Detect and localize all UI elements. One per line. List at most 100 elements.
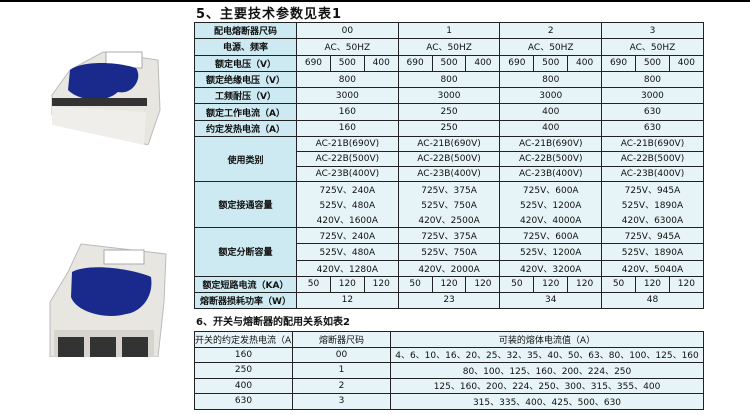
table-cell: 500 [635, 54, 670, 72]
table-cell: 500 [431, 54, 467, 72]
row-label: 额定绝缘电压（V） [194, 70, 297, 89]
table-cell: 400 [194, 377, 293, 394]
table-cell: AC-22B(500V) [397, 151, 501, 168]
table-cell: 400 [567, 54, 603, 72]
column-header: 可装的熔体电流值（A） [390, 331, 704, 348]
table-cell: 630 [601, 103, 704, 121]
table1-title: 5、主要技术参数见表1 [196, 7, 343, 22]
table-cell: 2 [499, 21, 603, 40]
table-cell: 48 [601, 291, 704, 309]
table-row: 400 2 125、160、200、224、250、300、315、355、400 [194, 377, 704, 394]
fuse-switch-photo-2 [49, 243, 167, 357]
table-cell: 34 [499, 291, 603, 309]
table-cell: 12 [296, 291, 399, 309]
row-label: 额定电压（V） [194, 54, 297, 72]
table-cell: 420V、2500A [397, 212, 501, 228]
table-row: 525V、480A 525V、750A 525V、1200A 525V、1890A [195, 196, 704, 213]
table-cell: 00 [296, 21, 399, 40]
table-cell: 3 [292, 393, 391, 410]
table-row: 额定分断容量 725V、240A 725V、375A 725V、600A 725V、94… [194, 226, 704, 277]
table-cell: 160 [296, 119, 399, 138]
table-cell: AC-23B(400V) [296, 166, 399, 183]
table-cell: 420V、1280A [296, 259, 399, 277]
table-cell: 800 [601, 70, 704, 89]
fuse-switch-photo-1 [51, 51, 161, 145]
table-row: 熔断器损耗功率（W） 12 23 34 48 [194, 291, 704, 309]
table-cell: 1 [292, 362, 391, 379]
column-header: 开关的约定发热电流（A） [194, 331, 293, 348]
table-cell: AC-22B(500V) [601, 151, 704, 168]
table-cell: 50 [397, 275, 433, 293]
table-cell: 800 [296, 70, 399, 89]
table-cell: 1 [397, 21, 501, 40]
table-cell: AC-21B(690V) [397, 136, 501, 153]
table-cell: AC-22B(500V) [499, 151, 603, 168]
table-cell: 690 [499, 54, 535, 72]
table-cell: 420V、4000A [499, 212, 603, 228]
table-cell: 500 [329, 54, 365, 72]
table2-title: 6、开关与熔断器的配用关系如表2 [196, 317, 350, 328]
table-cell: 120 [431, 275, 467, 293]
table-cell: 315、335、400、425、500、630 [390, 393, 704, 410]
table-cell: AC-21B(690V) [499, 136, 603, 153]
row-label: 额定工作电流（A） [194, 103, 297, 121]
table-cell: 630 [194, 393, 293, 410]
table-cell: 420V、6300A [601, 212, 704, 228]
table-cell: 500 [533, 54, 569, 72]
table-cell: 160 [194, 346, 293, 363]
table-row: 电源、频率 AC、50HZ AC、50HZ AC、50HZ AC、50HZ [194, 38, 704, 56]
table-cell: 525V、750A [397, 243, 501, 261]
table-cell: 400 [499, 119, 603, 138]
table-cell: 250 [397, 103, 501, 121]
table-row: 额定工作电流（A） 160 250 400 630 [194, 103, 704, 121]
row-label: 电源、频率 [194, 38, 297, 56]
table-cell: 690 [397, 54, 433, 72]
table-cell: 400 [363, 54, 399, 72]
table-cell: 125、160、200、224、250、300、315、355、400 [390, 377, 704, 394]
table-cell: 525V、1200A [499, 243, 603, 261]
table-cell: 725V、375A [397, 181, 501, 197]
table-cell: 725V、945A [601, 181, 704, 197]
table-cell: 725V、375A [397, 226, 501, 245]
technical-parameters-table: 配电熔断器尺码 00 1 2 3 电源、频率 AC、50HZ AC、50HZ AC、50HZ AC… [194, 21, 704, 309]
row-label: 工频耐压（V） [194, 87, 297, 105]
table-cell: AC-21B(690V) [296, 136, 399, 153]
table-cell: 4、6、10、16、20、25、32、35、40、50、63、80、100、12… [390, 346, 704, 363]
table-cell: 23 [397, 291, 501, 309]
table-cell: 3000 [296, 87, 399, 105]
table-cell: 120 [635, 275, 670, 293]
table-cell: AC、50HZ [296, 38, 399, 56]
table-cell: 525V、480A [296, 196, 399, 213]
table-cell: 725V、240A [296, 226, 399, 245]
table-row: 工频耐压（V） 3000 3000 3000 3000 [194, 87, 704, 105]
row-label: 额定分断容量 [194, 226, 297, 277]
table-cell: 690 [296, 54, 331, 72]
table-row: 配电熔断器尺码 00 1 2 3 [194, 21, 704, 40]
table-cell: 120 [363, 275, 399, 293]
table-cell: 725V、600A [499, 181, 603, 197]
table-cell: 525V、1890A [601, 243, 704, 261]
table-cell: 250 [397, 119, 501, 138]
table-cell: 525V、480A [296, 243, 399, 261]
table-row: 420V、1600A 420V、2500A 420V、4000A 420V、6300A [195, 212, 704, 228]
table-cell: 400 [465, 54, 501, 72]
column-header: 熔断器尺码 [292, 331, 391, 348]
table-cell: AC-23B(400V) [499, 166, 603, 183]
table-row: 约定发热电流（A） 160 250 400 630 [194, 119, 704, 138]
table-cell: 120 [533, 275, 569, 293]
table-cell: 120 [329, 275, 365, 293]
table-cell: 120 [567, 275, 603, 293]
table-cell: 120 [668, 275, 704, 293]
table-cell: 50 [601, 275, 636, 293]
table-cell: 420V、3200A [499, 259, 603, 277]
table-cell: 525V、1200A [499, 196, 603, 213]
table-cell: 3000 [499, 87, 603, 105]
table-cell: 725V、945A [601, 226, 704, 245]
table-cell: 3000 [397, 87, 501, 105]
table-cell: 160 [296, 103, 399, 121]
row-label: 额定接通容量 [194, 181, 297, 228]
table-cell: 50 [499, 275, 535, 293]
table-row: 630 3 315、335、400、425、500、630 [194, 393, 704, 410]
table-cell: 2 [292, 377, 391, 394]
table-cell: 250 [194, 362, 293, 379]
